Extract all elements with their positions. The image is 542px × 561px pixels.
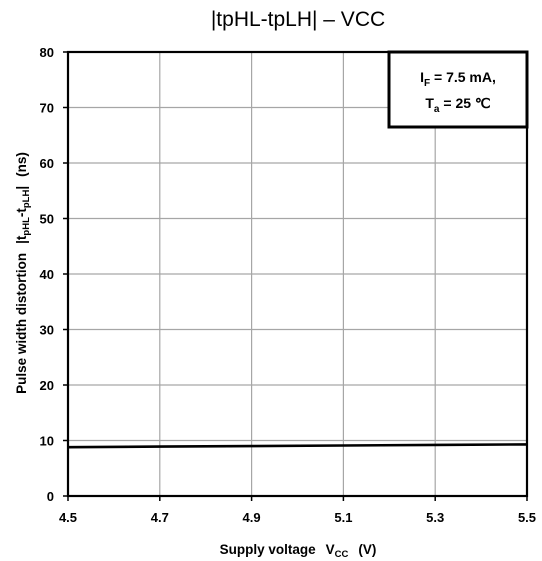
legend-box: IF = 7.5 mA, Ta = 25 ℃ [387, 50, 529, 129]
y-axis-sub2: pLH [21, 190, 32, 209]
x-axis-main: Supply voltage [220, 542, 317, 557]
y-tick-label: 10 [40, 434, 54, 449]
series-group [67, 443, 528, 449]
y-axis-bar-right: | [14, 186, 29, 190]
y-axis-prefix: Pulse width distortion [14, 253, 29, 394]
y-tick-label: 30 [40, 323, 54, 338]
x-tick-label: 5.5 [518, 510, 536, 525]
y-axis-dash: -t [14, 208, 29, 217]
x-axis-symbol: V [326, 542, 335, 557]
y-tick-label: 20 [40, 378, 54, 393]
legend-box-frame [387, 50, 529, 129]
chart-title: |tpHL-tpLH| – VCC [211, 8, 385, 31]
y-axis-unit: (ns) [14, 152, 29, 177]
x-tick-label: 4.7 [151, 510, 169, 525]
y-axis-bar-left: |t [14, 235, 29, 244]
x-tick-label: 5.3 [426, 510, 444, 525]
plot-frame [66, 50, 529, 498]
x-tick-label: 5.1 [334, 510, 352, 525]
x-tick-label: 4.5 [59, 510, 77, 525]
y-tick-label: 80 [40, 45, 54, 60]
x-axis-symbol-sub: CC [335, 549, 349, 560]
x-axis-label: Supply voltage VCC (V) [220, 542, 377, 560]
x-axis-unit: (V) [358, 542, 376, 557]
y-axis-sub1: pHL [21, 217, 32, 236]
series-line [67, 443, 528, 449]
y-tick-label: 70 [40, 101, 54, 116]
legend-if-text: = 7.5 mA, [430, 69, 496, 85]
tick-labels: 4.5 4.7 4.9 5.1 5.3 5.5 0 10 20 30 40 50 60 70 80 [40, 45, 537, 525]
legend-ta-sub: a [434, 104, 440, 115]
legend-if-sub: F [424, 78, 430, 89]
y-tick-label: 50 [40, 212, 54, 227]
legend-if-symbol: I [420, 69, 424, 85]
y-axis-label: Pulse width distortion |tpHL-tpLH| (ns) [14, 152, 32, 394]
legend-ta-symbol: T [425, 95, 434, 111]
legend-ta-text: = 25 ℃ [439, 95, 490, 111]
x-tick-label: 4.9 [243, 510, 261, 525]
y-tick-label: 40 [40, 267, 54, 282]
legend-line-2: Ta = 25 ℃ [425, 95, 491, 115]
y-tick-label: 60 [40, 156, 54, 171]
y-tick-label: 0 [47, 489, 54, 504]
legend-line-1: IF = 7.5 mA, [420, 69, 496, 89]
